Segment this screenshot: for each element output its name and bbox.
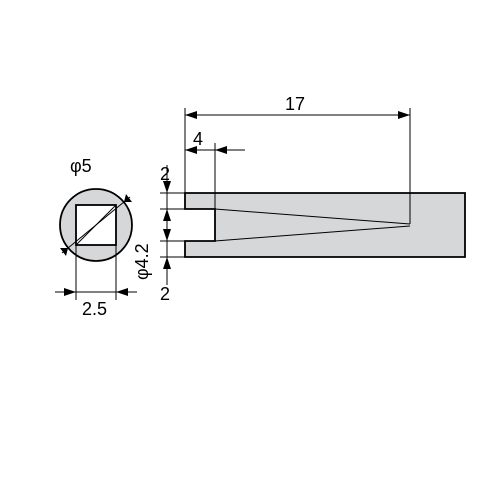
- dim-phi5-label: φ5: [70, 156, 92, 176]
- dim-2gap-label: 2: [160, 284, 170, 304]
- dim-phi42-label: φ4.2: [132, 243, 152, 280]
- dim-2p5-label: 2.5: [82, 299, 107, 319]
- dim-4-label: 4: [193, 129, 203, 149]
- dim-2top-label: 2: [160, 164, 170, 184]
- dim-2-top: 2: [160, 164, 185, 230]
- dim-17-label: 17: [285, 94, 305, 114]
- dim-2-gap: 2: [160, 229, 185, 304]
- dim-phi42: φ4.2: [132, 243, 152, 280]
- front-view: φ5 2.5: [55, 156, 137, 319]
- side-view: 17 4 2 2 φ4.2: [132, 94, 465, 304]
- technical-drawing: φ5 2.5 17: [0, 0, 500, 500]
- tip-body: [185, 193, 465, 257]
